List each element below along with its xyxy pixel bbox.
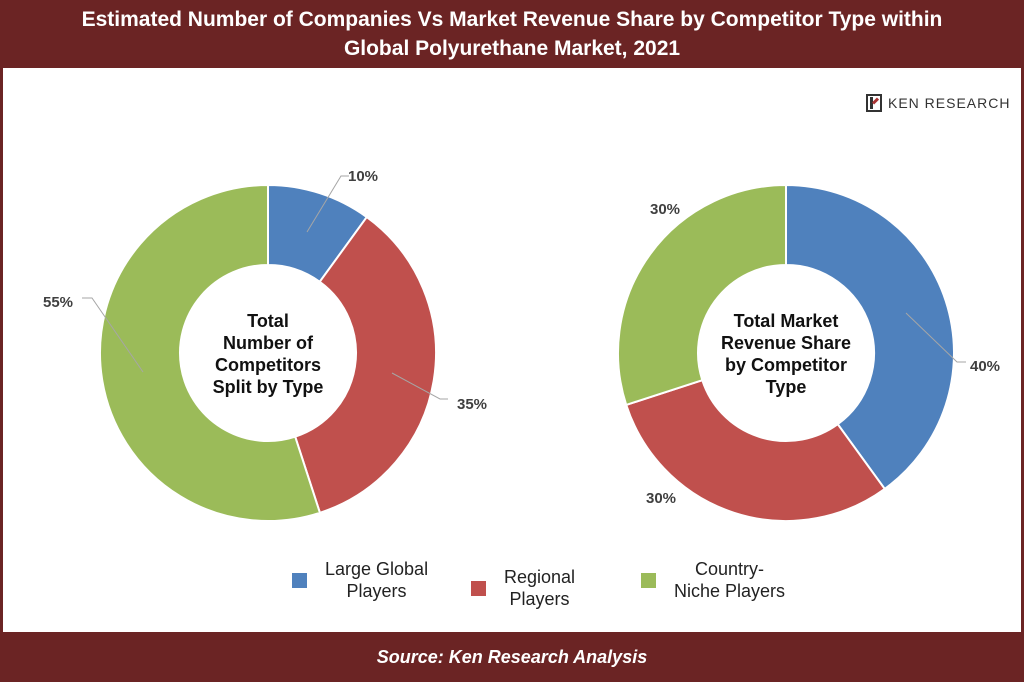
slice-niche-chart-1 [99, 183, 322, 522]
data-label-regional-chart-1: 35% [457, 396, 487, 413]
data-label-niche-chart-1: 55% [43, 294, 73, 311]
chart-title-line-2: Global Polyurethane Market, 2021 [343, 37, 681, 60]
ken-research-logo: KEN RESEARCH [866, 92, 1010, 114]
center-title-line-1-chart-2: Total Market [734, 311, 839, 331]
center-title-line-3-chart-1: Competitors [215, 355, 321, 375]
source-text: Source: Ken Research Analysis [376, 647, 648, 667]
title-bar: Estimated Number of Companies Vs Market … [0, 0, 1024, 68]
legend-swatch-niche [641, 572, 656, 588]
slice-large-chart-2 [785, 183, 955, 491]
leader-line-large-chart-2 [905, 312, 966, 363]
legend-swatch-regional [471, 580, 486, 596]
center-title-line-2-chart-2: Revenue Share [721, 333, 851, 353]
slice-regional-chart-2 [624, 378, 887, 522]
leader-line-large-chart-1 [306, 175, 349, 233]
legend-item-regional: Regional Players [471, 566, 575, 610]
center-title-line-4-chart-1: Split by Type [213, 377, 324, 397]
legend-item-large: Large Global Players [292, 558, 428, 602]
legend-label-regional: Regional Players [504, 567, 576, 609]
data-label-large-chart-1: 10% [348, 168, 378, 185]
leader-line-niche-chart-1 [82, 297, 144, 373]
slice-niche-chart-2 [617, 183, 787, 407]
logo-text: KEN RESEARCH [888, 95, 1011, 111]
chart-title-line-1: Estimated Number of Companies Vs Market … [81, 8, 943, 31]
center-title-line-3-chart-2: by Competitor [725, 355, 847, 375]
legend-item-niche: Country- Niche Players [641, 558, 785, 602]
data-label-large-chart-2: 40% [970, 358, 1000, 375]
source-footer: Source: Ken Research Analysis [0, 632, 1024, 682]
legend-swatch-large [292, 572, 307, 588]
data-label-niche-chart-2: 30% [650, 201, 680, 218]
legend-label-large: Large Global Players [325, 559, 429, 601]
legend-label-niche: Country- Niche Players [674, 559, 786, 601]
slice-regional-chart-1 [293, 215, 437, 515]
center-title-line-4-chart-2: Type [766, 377, 807, 397]
leader-line-regional-chart-1 [391, 372, 448, 400]
center-title-line-1-chart-1: Total [247, 311, 289, 331]
center-title-line-2-chart-1: Number of [223, 333, 314, 353]
logo-mark-icon [866, 94, 882, 112]
data-label-regional-chart-2: 30% [646, 490, 676, 507]
